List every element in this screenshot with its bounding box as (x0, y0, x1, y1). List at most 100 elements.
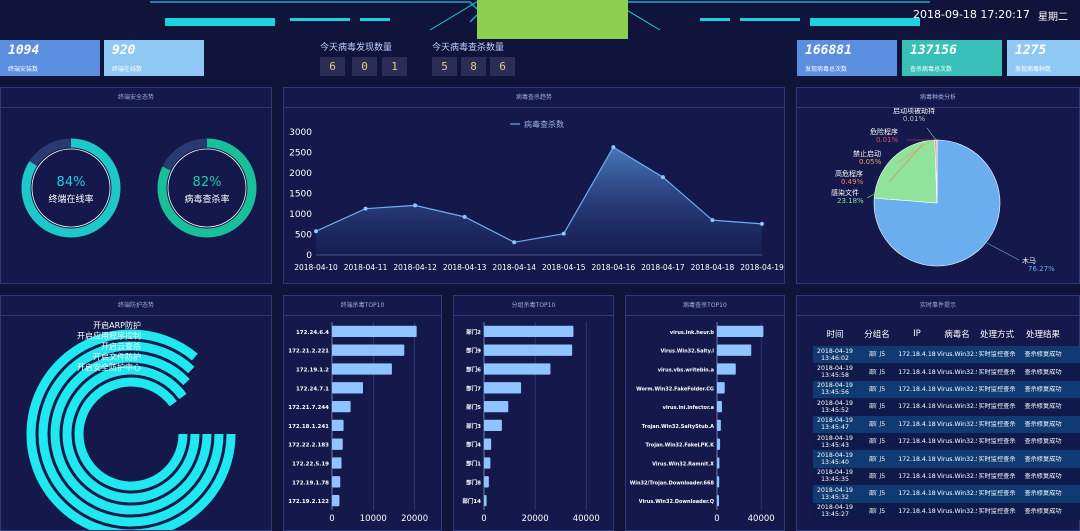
table-row[interactable]: 2018-04-19 13:45:40 部门5 172.18.4.18 Virus.W… (813, 450, 1080, 468)
stat-value: 137156 (910, 43, 957, 58)
category-label: Virus.Win32.Salty.l (660, 349, 714, 355)
stat-virus-types: 1275 发现病毒种数 (1007, 40, 1080, 76)
table-cell: 172.18.4.18 (898, 403, 936, 411)
pie-label: 感染文件 (831, 188, 859, 197)
pie-label: 禁止启动 (853, 149, 881, 158)
pie-leader (986, 242, 1020, 261)
bar (484, 476, 489, 488)
bar-chart-terminal: 0 10000 20000 172.24.6.4 172.21.2.221 172.19.… (288, 322, 428, 524)
bar-chart-virus: 0 40000 virus.lnk.heur.b Virus.Win32.Salty.… (630, 322, 775, 524)
table-cell: 实时监控查杀 (978, 490, 1016, 498)
pie-label: 启动项被劫持 (893, 108, 935, 115)
table-cell: 查杀修复成功 (1024, 403, 1062, 411)
panel-title: 实时事件提示 (797, 296, 1079, 316)
table-cell: 实时监控查杀 (978, 420, 1016, 428)
table-cell: 172.18.4.18 (898, 490, 936, 498)
data-point (363, 206, 368, 211)
category-label: Worm.Win32.FakeFolder.CG (636, 386, 714, 392)
pie-label: 危险程序 (870, 127, 898, 136)
table-cell: 部门5 (868, 472, 886, 480)
bar (332, 325, 417, 338)
category-label: 172.18.1.241 (288, 424, 329, 430)
bar (717, 476, 720, 488)
data-point (710, 218, 715, 223)
x-tick-label: 2018-04-11 (344, 263, 388, 272)
counter-title-found: 今天病毒发现数量 (320, 43, 393, 53)
x-tick-label: 2018-04-15 (542, 263, 586, 272)
table-row[interactable]: 2018-04-19 13:45:56 部门5 172.18.4.18 Virus.W… (813, 380, 1080, 399)
y-tick-label: 0 (306, 251, 312, 261)
table-cell: 172.18.4.18 (898, 351, 936, 359)
bar (332, 344, 405, 356)
table-cell: 2018-04-19 13:46:02 (817, 347, 853, 362)
counter-digit: 0 (352, 57, 377, 76)
pie-pct: 0.01% (876, 136, 899, 144)
stat-value: 920 (112, 43, 136, 58)
table-cell: 查杀修复成功 (1024, 472, 1062, 480)
category-label: 部门9 (466, 347, 481, 355)
data-point (760, 221, 764, 226)
table-row[interactable]: 2018-04-19 13:45:32 部门5 172.18.4.18 Virus.W… (813, 485, 1080, 503)
table-row[interactable]: 2018-04-19 13:45:27 部门5 172.18.4.18 Virus.W… (813, 502, 1080, 520)
panel-events: 实时事件提示 时间 分组名 IP 病毒名 处理方式 处理结果 2018-04-19 13:4… (796, 295, 1080, 531)
gauge-inner-ring (31, 148, 111, 228)
y-tick-label: 2500 (289, 149, 312, 159)
bar (332, 494, 340, 507)
column-header: 病毒名 (944, 330, 970, 340)
table-cell: 172.18.4.18 (898, 368, 936, 376)
category-label: 部门3 (466, 422, 481, 430)
stat-installed: 1094 终端安装数 (0, 40, 100, 76)
category-label: 172.24.6.4 (296, 330, 329, 336)
events-header: 时间 分组名 IP 病毒名 处理方式 处理结果 (813, 322, 1080, 346)
bar (717, 325, 764, 338)
table-cell: Virus.Win32.Sality.l (937, 420, 977, 428)
table-cell: 查杀修复成功 (1024, 507, 1062, 515)
table-row[interactable]: 2018-04-19 13:45:47 部门5 172.18.4.18 Virus.W… (813, 415, 1080, 433)
x-tick-label: 0 (481, 514, 486, 524)
table-cell: 172.18.4.18 (898, 438, 936, 446)
radial-label: 开启应用程序控制 (77, 331, 141, 341)
gauge-label: 终端在线率 (48, 193, 93, 205)
table-cell: 实时监控查杀 (978, 472, 1016, 480)
data-point (314, 229, 318, 234)
table-row[interactable]: 2018-04-19 13:45:58 部门5 172.18.4.18 Virus.W… (813, 363, 1080, 381)
category-label: 172.21.7.244 (288, 405, 329, 411)
table-cell: 部门5 (868, 403, 886, 411)
clock: 2018-09-18 17:20:17 (913, 8, 1030, 21)
table-cell: 实时监控查杀 (978, 507, 1016, 515)
table-row[interactable]: 2018-04-19 13:45:52 部门5 172.18.4.18 Virus.W… (813, 398, 1080, 416)
column-header: IP (913, 329, 921, 339)
bar (332, 419, 344, 432)
table-row[interactable]: 2018-04-19 13:45:35 部门5 172.18.4.18 Virus.W… (813, 467, 1080, 486)
table-row[interactable]: 2018-04-19 13:46:02 部门5 172.18.4.18 Virus.W… (813, 346, 1080, 364)
stat-value: 1094 (8, 43, 40, 58)
stat-label: 终端在线数 (112, 66, 143, 73)
table-cell: 172.18.4.18 (898, 420, 936, 428)
pie-leader (866, 189, 883, 199)
bar (717, 363, 736, 375)
table-cell: Virus.Win32.Sality.l (937, 385, 977, 393)
table-row[interactable]: 2018-04-19 13:45:43 部门5 172.18.4.18 Virus.W… (813, 432, 1080, 451)
table-cell: Virus.Win32.Sality.l (937, 507, 977, 515)
panel-top-virus: 病毒查杀TOP10 0 40000 virus.lnk.heur.b Virus.Wi… (625, 295, 785, 531)
table-cell: 172.18.4.18 (898, 472, 936, 480)
category-label: 172.19.2.122 (288, 499, 329, 505)
x-tick-label: 0 (714, 514, 719, 524)
table-cell: 部门5 (868, 455, 886, 463)
category-label: 172.19.1.78 (292, 480, 329, 486)
stat-value: 1275 (1015, 43, 1047, 58)
stat-killed-total: 137156 查杀病毒总次数 (902, 40, 1002, 76)
table-cell: 查杀修复成功 (1024, 420, 1062, 428)
table-cell: 部门5 (868, 420, 886, 428)
data-point (660, 175, 665, 180)
category-label: 172.21.2.221 (288, 349, 329, 355)
gauge-value: 82% (193, 175, 222, 190)
table-cell: 实时监控查杀 (978, 403, 1016, 411)
table-cell: 部门5 (868, 351, 886, 359)
gauges: 84% 终端在线率 82% 病毒查杀率 (21, 138, 257, 238)
bar (332, 476, 341, 488)
y-tick-label: 1500 (289, 190, 312, 200)
stat-value: 166881 (805, 43, 852, 58)
bar (332, 457, 342, 469)
pie-pct: 0.01% (903, 115, 926, 123)
